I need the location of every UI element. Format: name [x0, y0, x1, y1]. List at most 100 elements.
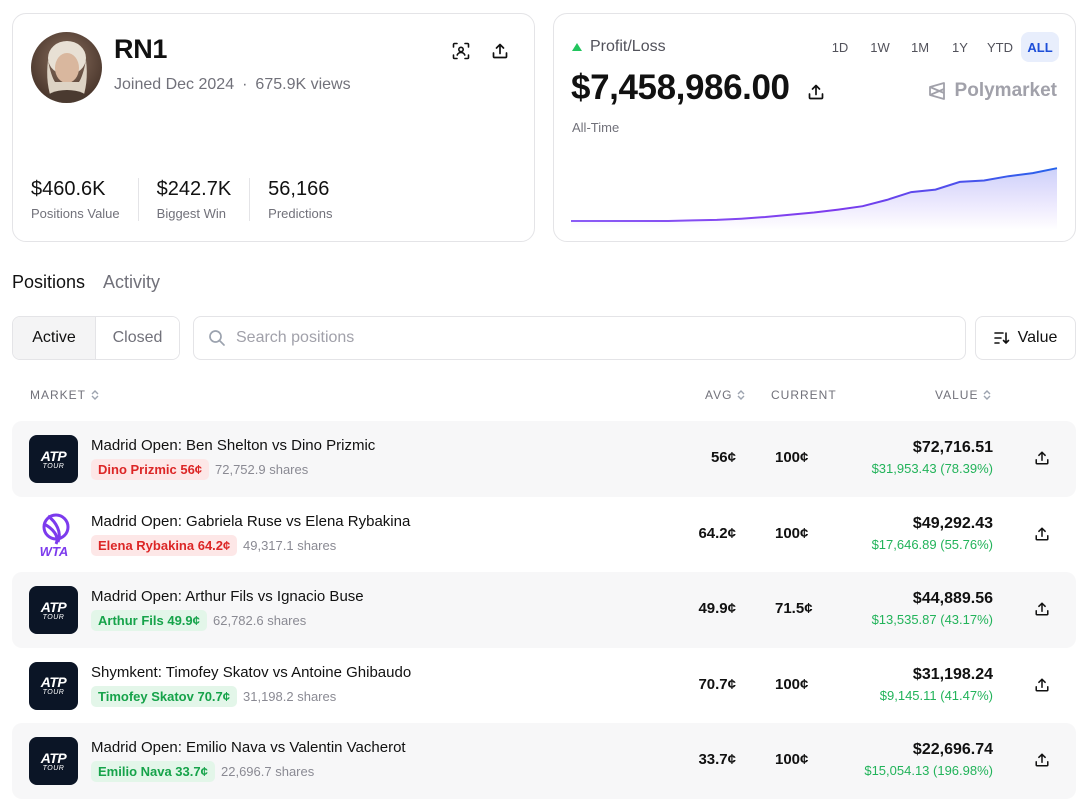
- position-pnl: $31,953.43 (78.39%): [871, 461, 993, 476]
- section-tabs: Positions Activity: [12, 272, 160, 293]
- logo-subtext: TOUR: [42, 462, 65, 470]
- share-position-icon[interactable]: [1032, 448, 1052, 468]
- share-position-icon[interactable]: [1032, 599, 1052, 619]
- wta-logo: WTA: [29, 511, 78, 559]
- stat-positions-value: $460.6K Positions Value: [31, 178, 139, 221]
- current-price: 100¢: [775, 449, 809, 466]
- stat-predictions: 56,166 Predictions: [268, 178, 350, 221]
- range-ytd[interactable]: YTD: [987, 39, 1013, 55]
- profile-meta: Joined Dec 2024 · 675.9K views: [114, 76, 351, 94]
- share-position-icon[interactable]: [1032, 750, 1052, 770]
- pnl-label: Profit/Loss: [590, 38, 666, 55]
- current-price: 100¢: [775, 751, 809, 769]
- outcome-badge: Arthur Fils 49.9¢: [91, 610, 207, 632]
- column-value[interactable]: VALUE: [935, 388, 992, 402]
- logo-subtext: TOUR: [42, 764, 65, 772]
- atp-logo: ATP TOUR: [29, 435, 78, 483]
- range-1y[interactable]: 1Y: [952, 39, 968, 55]
- pnl-header: Profit/Loss: [572, 38, 666, 56]
- column-current: CURRENT: [771, 388, 837, 402]
- sort-arrows-icon: [737, 390, 745, 400]
- column-market[interactable]: MARKET: [30, 388, 100, 402]
- share-position-icon[interactable]: [1032, 675, 1052, 695]
- position-value: $44,889.56: [912, 590, 993, 608]
- logo-text: ATP: [40, 447, 67, 464]
- column-label: AVG: [705, 388, 733, 402]
- table-row[interactable]: ATP TOUR Shymkent: Timofey Skatov vs Antoi…: [12, 648, 1076, 724]
- avg-price: 33.7¢: [698, 751, 736, 769]
- avg-price: 56¢: [710, 449, 736, 466]
- atp-logo: ATP TOUR: [29, 737, 78, 786]
- tab-positions[interactable]: Positions: [12, 272, 86, 292]
- column-label: VALUE: [935, 388, 979, 402]
- range-1d[interactable]: 1D: [831, 39, 849, 55]
- avatar[interactable]: [31, 32, 102, 103]
- username: RN1: [114, 34, 168, 64]
- profile-stats: $460.6K Positions Value $242.7K Biggest …: [31, 178, 368, 221]
- outcome-badge: Elena Rybakina 64.2¢: [91, 534, 238, 556]
- stat-value: 56,166: [268, 178, 330, 200]
- market-title[interactable]: Madrid Open: Arthur Fils vs Ignacio Buse: [91, 588, 364, 606]
- share-icon[interactable]: [488, 39, 512, 63]
- search-icon: [209, 330, 225, 346]
- sort-button[interactable]: Value: [975, 316, 1076, 360]
- up-triangle-icon: [572, 43, 582, 51]
- range-all[interactable]: ALL: [1021, 32, 1059, 62]
- market-title[interactable]: Shymkent: Timofey Skatov vs Antoine Ghib…: [91, 663, 412, 681]
- table-row[interactable]: ATP TOUR Madrid Open: Emilio Nava vs Valen…: [12, 723, 1076, 800]
- sort-arrows-icon: [91, 390, 99, 400]
- search-box: [193, 316, 966, 360]
- current-price: 100¢: [775, 675, 809, 693]
- table-row[interactable]: ATP TOUR Madrid Open: Arthur Fils vs Ignac…: [12, 572, 1076, 649]
- column-avg[interactable]: AVG: [705, 388, 746, 402]
- shares-count: 22,696.7 shares: [221, 764, 315, 780]
- position-pnl: $17,646.89 (55.76%): [871, 536, 993, 552]
- logo-subtext: TOUR: [42, 613, 65, 621]
- share-position-icon[interactable]: [1032, 524, 1052, 544]
- sort-label: Value: [1017, 329, 1058, 346]
- time-range-selector: 1D 1W 1M 1Y YTD ALL: [821, 32, 1059, 62]
- polymarket-brand: Polymarket: [927, 80, 1057, 102]
- atp-logo: ATP TOUR: [29, 586, 78, 635]
- stat-value: $460.6K: [31, 178, 106, 200]
- range-1w[interactable]: 1W: [870, 39, 890, 55]
- market-title[interactable]: Madrid Open: Ben Shelton vs Dino Prizmic: [91, 437, 376, 454]
- outcome-badge: Dino Prizmic 56¢: [91, 459, 210, 480]
- column-label: CURRENT: [771, 388, 837, 402]
- share-pnl-icon[interactable]: [807, 70, 825, 110]
- scan-icon[interactable]: [449, 39, 473, 63]
- position-pnl: $13,535.87 (43.17%): [871, 612, 993, 628]
- table-row[interactable]: ATP TOUR Madrid Open: Ben Shelton vs Dino …: [12, 421, 1076, 497]
- polymarket-logo-icon: [928, 82, 945, 100]
- pnl-amount-value: $7,458,986.00: [571, 68, 790, 107]
- stat-value: $242.7K: [156, 178, 232, 200]
- shares-count: 49,317.1 shares: [243, 537, 337, 553]
- profile-card: RN1 Joined Dec 2024 · 675.9K views $460.6K…: [12, 13, 535, 242]
- atp-logo: ATP TOUR: [29, 661, 78, 710]
- avg-price: 64.2¢: [698, 524, 736, 542]
- shares-count: 31,198.2 shares: [243, 688, 337, 704]
- market-title[interactable]: Madrid Open: Emilio Nava vs Valentin Vac…: [91, 739, 406, 757]
- search-input[interactable]: [236, 329, 965, 347]
- filter-active-button[interactable]: Active: [13, 317, 96, 359]
- chart-area: [571, 168, 1057, 230]
- avg-price: 49.9¢: [698, 600, 736, 618]
- svg-text:WTA: WTA: [39, 544, 68, 558]
- meta-separator: ·: [242, 76, 248, 93]
- filter-closed-button[interactable]: Closed: [96, 317, 179, 359]
- tab-activity[interactable]: Activity: [103, 272, 161, 292]
- stat-label: Biggest Win: [156, 206, 227, 221]
- position-value: $31,198.24: [912, 665, 993, 683]
- views-count: 675.9K views: [255, 76, 351, 93]
- logo-subtext: TOUR: [42, 689, 65, 697]
- position-value: $49,292.43: [912, 514, 993, 532]
- position-value: $22,696.74: [912, 741, 993, 759]
- table-row[interactable]: WTA Madrid Open: Gabriela Ruse vs Elena R…: [12, 497, 1076, 573]
- position-pnl: $9,145.11 (41.47%): [879, 687, 993, 703]
- market-title[interactable]: Madrid Open: Gabriela Ruse vs Elena Ryba…: [91, 512, 411, 530]
- stat-label: Positions Value: [31, 206, 120, 221]
- logo-text: ATP: [40, 749, 67, 766]
- range-1m[interactable]: 1M: [910, 39, 930, 55]
- logo-text: ATP: [40, 598, 67, 615]
- pnl-period: All-Time: [572, 120, 620, 135]
